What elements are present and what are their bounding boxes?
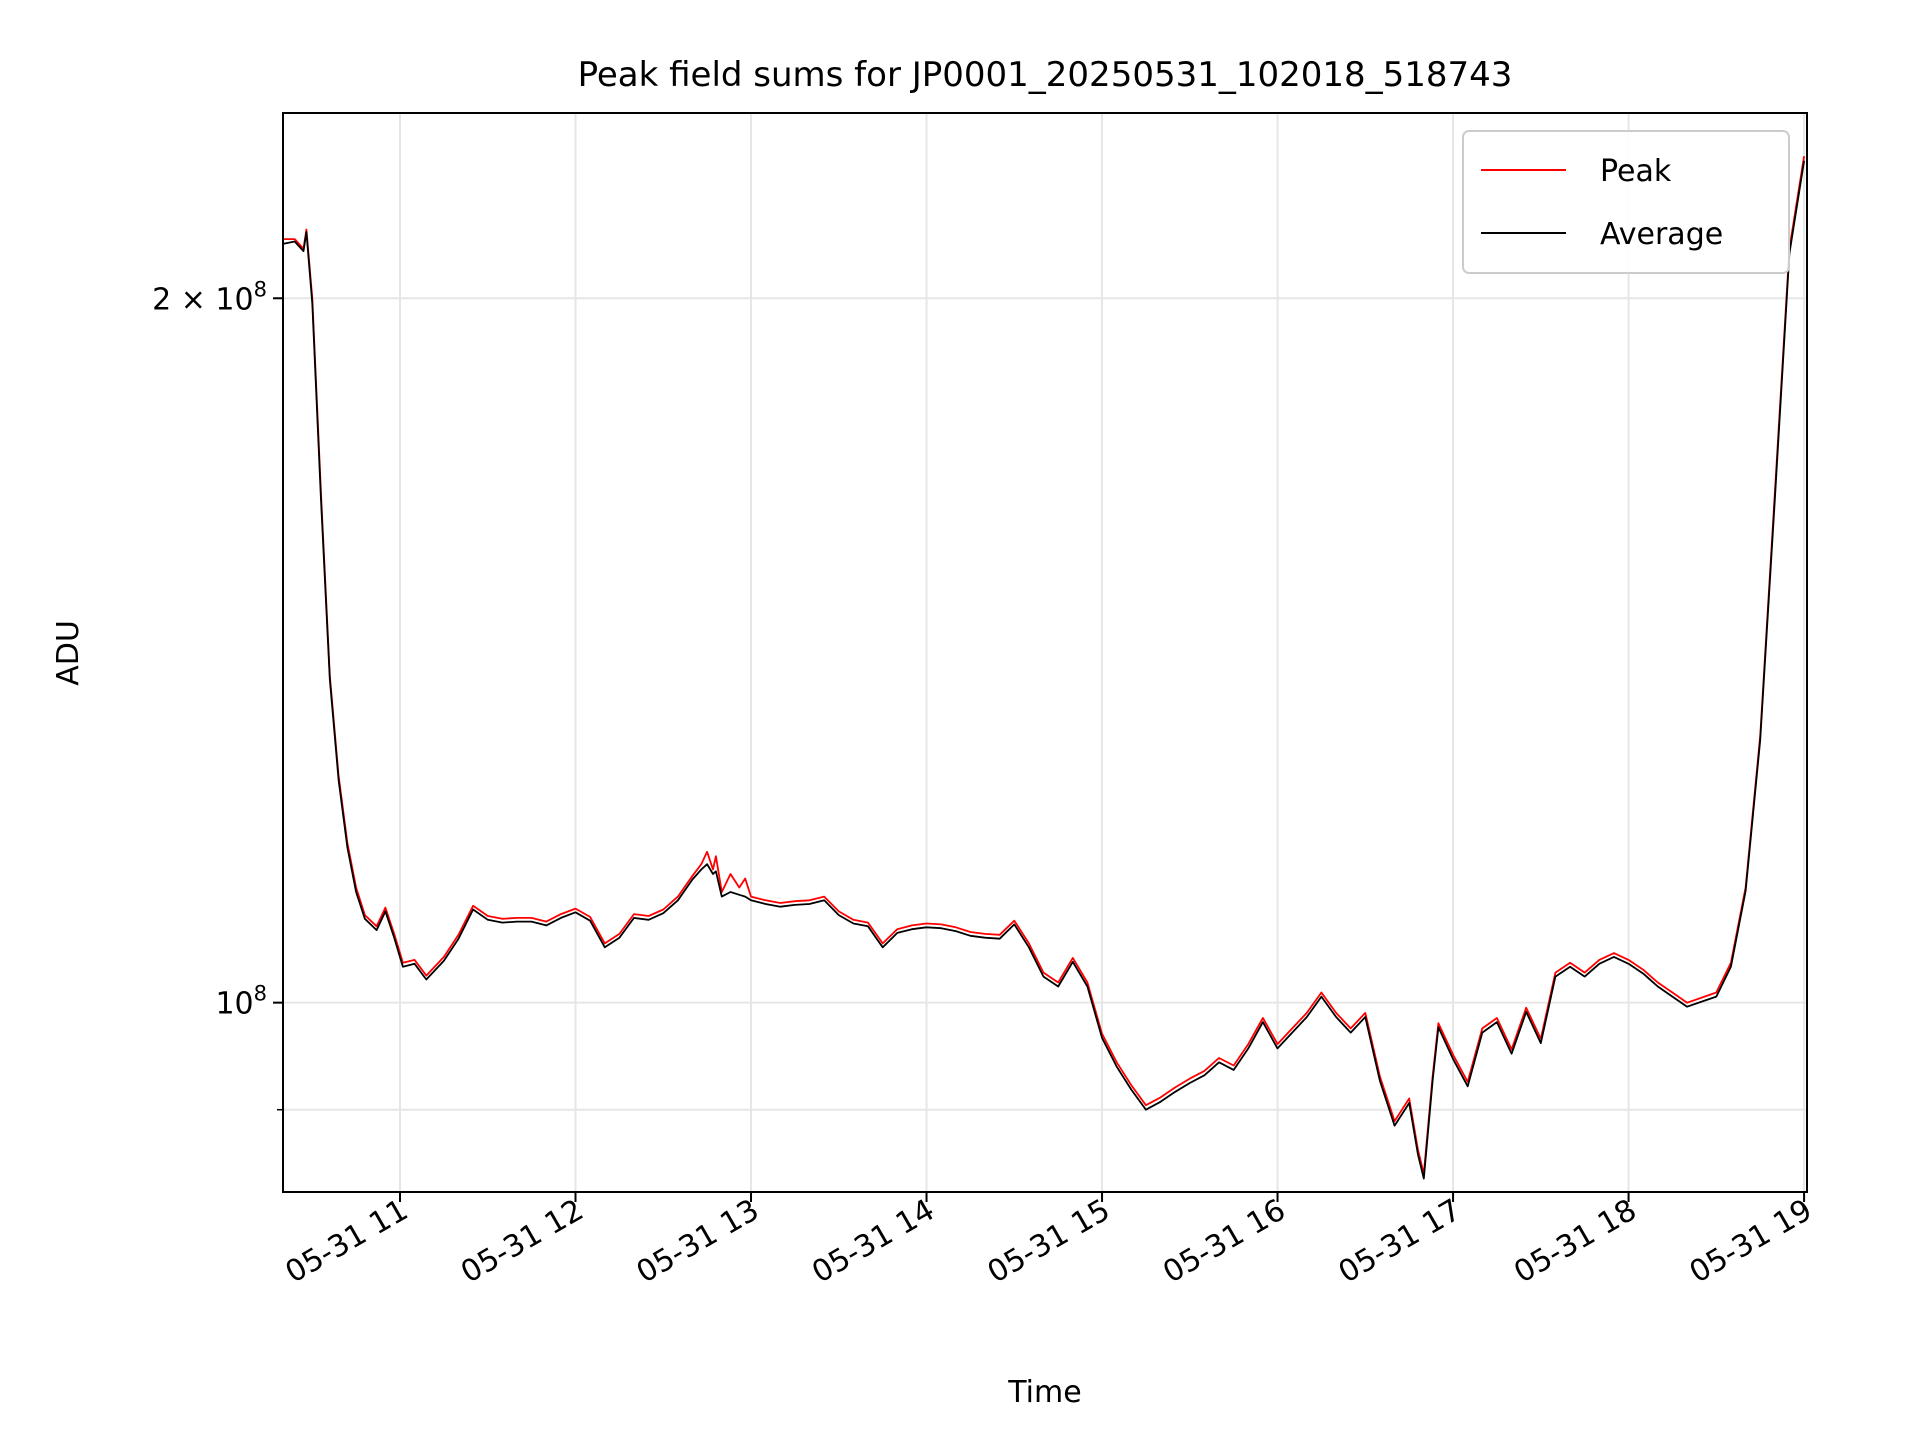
- legend-average-label: Average: [1600, 217, 1723, 252]
- y-axis: 108 2 × 108: [152, 277, 283, 1111]
- series-line-average: [282, 160, 1805, 1180]
- series-layer: [282, 156, 1805, 1180]
- chart-title: Peak field sums for JP0001_20250531_1020…: [578, 55, 1513, 95]
- grid: [283, 113, 1807, 1192]
- x-axis-label: Time: [1007, 1375, 1081, 1410]
- plot-frame: [282, 112, 1808, 1193]
- legend-box: [1462, 130, 1790, 274]
- legend-peak-label: Peak: [1600, 154, 1672, 189]
- series-line-peak: [283, 156, 1805, 1175]
- legend: Peak Average: [1462, 130, 1790, 274]
- y-tick-label: 2 × 108: [152, 277, 267, 317]
- y-axis-label: ADU: [51, 620, 86, 686]
- y-tick-label: 108: [215, 982, 267, 1022]
